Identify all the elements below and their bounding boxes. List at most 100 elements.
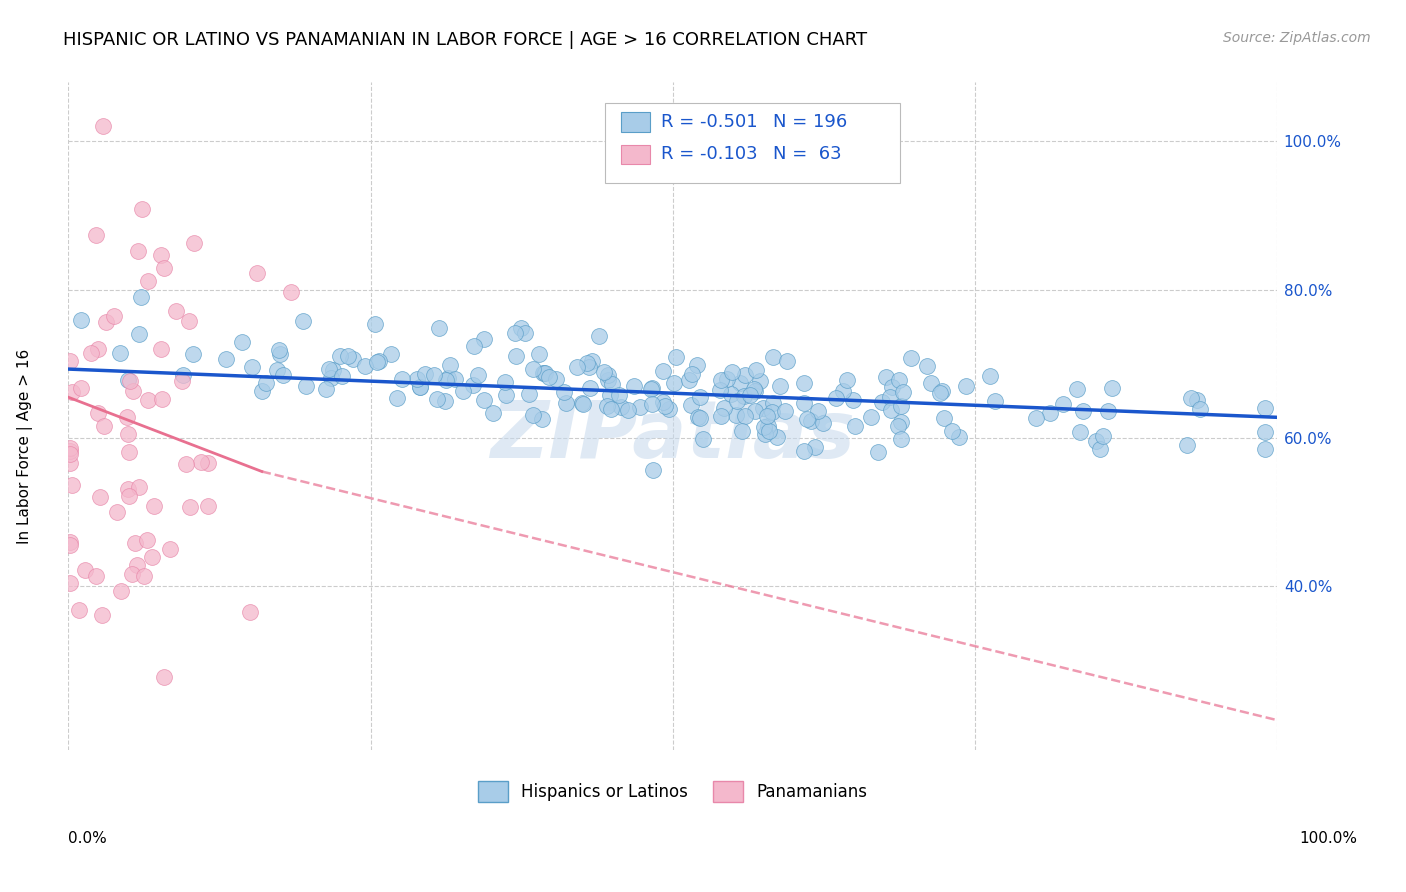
Point <box>887 419 910 434</box>
Point <box>709 383 731 397</box>
Point <box>80 346 103 360</box>
Point <box>835 373 858 387</box>
Point <box>844 418 866 433</box>
Point <box>482 406 505 420</box>
Point <box>824 391 846 405</box>
Point <box>117 489 139 503</box>
Point <box>531 412 554 426</box>
Point <box>128 481 150 495</box>
Point <box>59 535 82 549</box>
Point <box>127 244 149 259</box>
Point <box>652 364 675 378</box>
Point <box>93 418 115 433</box>
Point <box>728 376 751 390</box>
Point <box>831 384 853 398</box>
Point <box>181 347 204 361</box>
Point <box>60 384 83 399</box>
Text: In Labor Force | Age > 16: In Labor Force | Age > 16 <box>17 349 34 543</box>
Point <box>623 379 645 393</box>
Point <box>651 395 673 409</box>
Point <box>522 361 544 376</box>
Point <box>860 409 883 424</box>
Point <box>118 444 141 458</box>
Point <box>132 568 155 582</box>
Point <box>689 390 711 404</box>
Point <box>841 392 863 407</box>
Point <box>1254 442 1277 457</box>
Point <box>710 409 733 424</box>
Point <box>734 368 756 382</box>
Point <box>59 353 82 368</box>
Point <box>1254 425 1277 439</box>
Point <box>329 349 352 363</box>
Text: ZIPatlas: ZIPatlas <box>491 397 855 475</box>
Point <box>796 411 818 425</box>
Point <box>342 352 364 367</box>
Point <box>364 317 387 331</box>
Point <box>870 395 893 409</box>
Point <box>406 372 429 386</box>
Point <box>738 388 761 402</box>
Point <box>761 405 783 419</box>
Point <box>121 384 143 398</box>
Text: R = -0.103: R = -0.103 <box>661 145 758 163</box>
Point <box>172 368 194 383</box>
Point <box>875 370 897 384</box>
Point <box>149 342 172 356</box>
Point <box>136 274 159 288</box>
Point <box>689 411 711 425</box>
Point <box>617 403 640 417</box>
Point <box>681 398 703 412</box>
Point <box>59 456 82 470</box>
Point <box>1025 411 1047 425</box>
Point <box>96 315 118 329</box>
Point <box>330 368 353 383</box>
Point <box>292 314 315 328</box>
Point <box>467 368 489 383</box>
Point <box>149 248 172 262</box>
Point <box>91 608 114 623</box>
Point <box>571 395 593 409</box>
Point <box>678 373 700 387</box>
Point <box>391 372 413 386</box>
Point <box>474 333 496 347</box>
Point <box>266 363 288 377</box>
Point <box>983 393 1005 408</box>
Point <box>59 576 82 591</box>
Point <box>522 408 544 422</box>
Point <box>444 372 467 386</box>
Point <box>756 419 779 434</box>
Point <box>531 366 554 380</box>
Point <box>575 355 598 369</box>
Point <box>941 424 963 438</box>
Point <box>599 402 621 417</box>
Point <box>866 445 889 459</box>
Legend: Hispanics or Latinos, Panamanians: Hispanics or Latinos, Panamanians <box>471 774 875 808</box>
Point <box>641 397 664 411</box>
Point <box>710 373 733 387</box>
Point <box>744 403 766 417</box>
Point <box>429 321 451 335</box>
Point <box>688 410 710 425</box>
Point <box>537 370 560 384</box>
Point <box>75 563 97 577</box>
Point <box>725 393 748 408</box>
Point <box>179 500 201 514</box>
Point <box>879 390 901 404</box>
Point <box>87 343 110 357</box>
Point <box>129 290 152 304</box>
Point <box>367 353 389 368</box>
Point <box>115 410 138 425</box>
Point <box>1097 404 1119 418</box>
Point <box>69 381 91 395</box>
Point <box>415 367 437 381</box>
Text: 0.0%: 0.0% <box>67 831 107 846</box>
Point <box>179 314 201 328</box>
Point <box>1254 401 1277 416</box>
Point <box>813 416 835 430</box>
Point <box>762 351 785 365</box>
Point <box>529 347 551 361</box>
Point <box>366 355 388 369</box>
Point <box>882 379 904 393</box>
Point <box>463 339 485 353</box>
